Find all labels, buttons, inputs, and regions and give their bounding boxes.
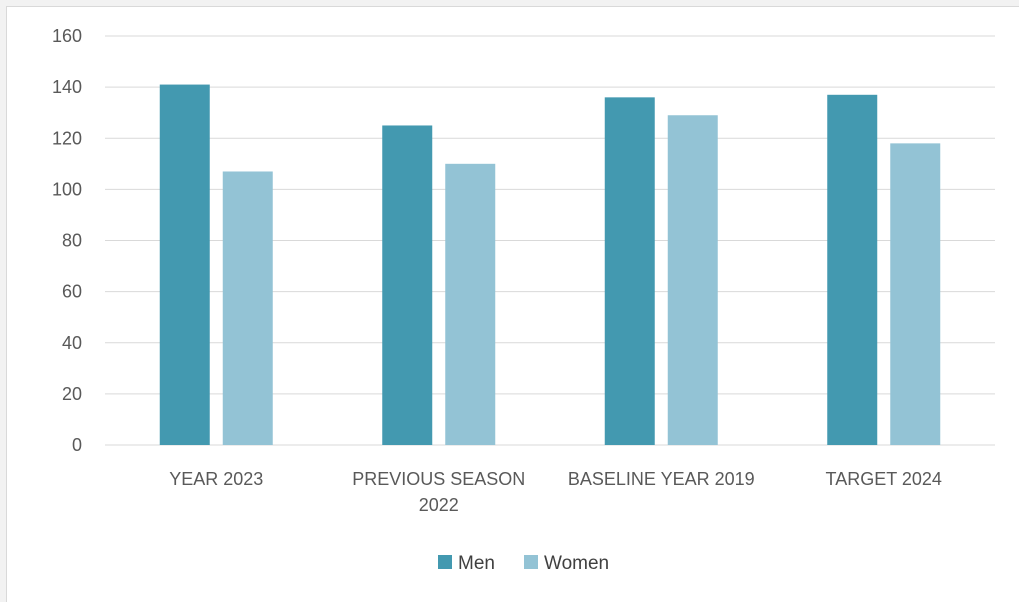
y-tick-label: 160 <box>52 26 82 46</box>
bar-men <box>382 125 433 445</box>
x-axis-categories: YEAR 2023 PREVIOUS SEASON 2022 BASELINE YEA… <box>169 469 942 515</box>
bar-women <box>222 171 273 445</box>
bars <box>159 84 941 446</box>
y-axis-ticks: 0 20 40 60 80 100 120 140 160 <box>52 26 82 455</box>
y-tick-label: 120 <box>52 128 82 148</box>
bar-men <box>604 97 655 445</box>
y-tick-label: 40 <box>62 333 82 353</box>
bar-women <box>445 163 496 445</box>
y-tick-label: 20 <box>62 384 82 404</box>
bar-men <box>827 94 878 445</box>
legend-swatch-women <box>524 555 538 569</box>
y-tick-label: 100 <box>52 179 82 199</box>
bar-women <box>667 115 718 446</box>
x-category-label: TARGET 2024 <box>826 469 942 489</box>
x-category-label: BASELINE YEAR 2019 <box>568 469 755 489</box>
y-tick-label: 60 <box>62 282 82 302</box>
y-tick-label: 80 <box>62 231 82 251</box>
legend-swatch-men <box>438 555 452 569</box>
legend-label-women: Women <box>544 553 609 574</box>
legend-label-men: Men <box>458 553 495 574</box>
x-category-label: PREVIOUS SEASON <box>352 469 525 489</box>
bar-women <box>890 143 941 446</box>
y-tick-label: 0 <box>72 435 82 455</box>
x-category-label: 2022 <box>419 495 459 515</box>
y-tick-label: 140 <box>52 77 82 97</box>
x-category-label: YEAR 2023 <box>169 469 263 489</box>
bar-men <box>159 84 210 445</box>
legend: Men Women <box>438 553 609 574</box>
